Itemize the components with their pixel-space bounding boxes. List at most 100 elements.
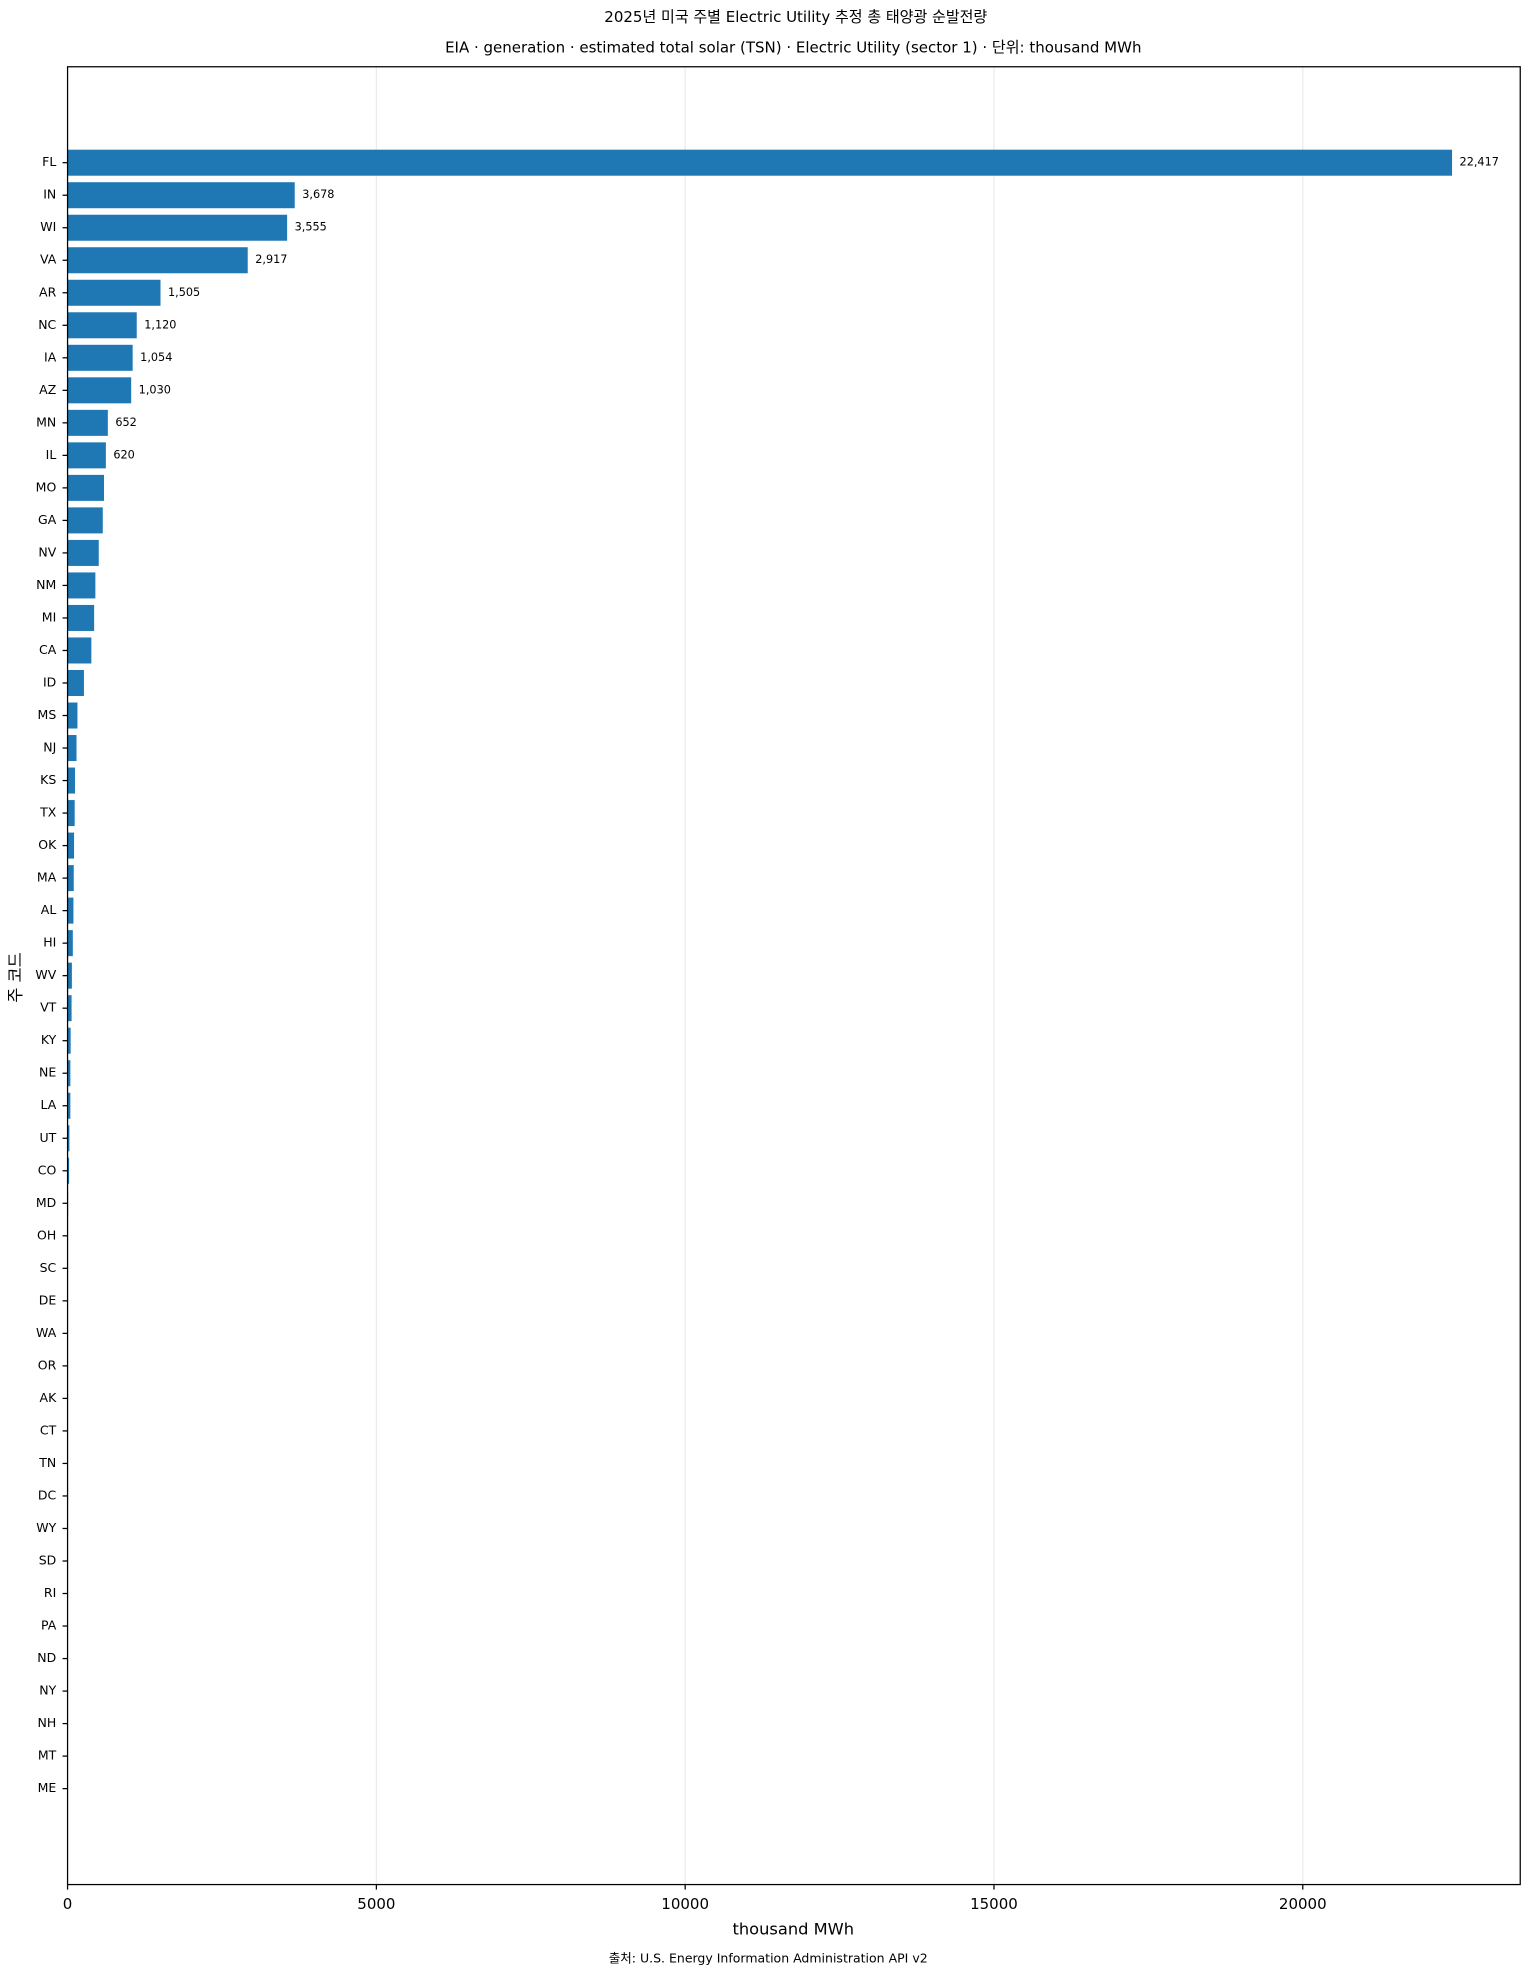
y-tick-label: MO (36, 479, 57, 494)
bar (67, 214, 288, 241)
bar (67, 702, 78, 729)
bar (67, 995, 72, 1022)
y-tick-label: PA (41, 1618, 57, 1633)
y-tick-label: ND (37, 1650, 56, 1665)
y-tick-label: NM (36, 577, 56, 592)
value-label: 22,417 (1460, 156, 1499, 169)
y-tick-label: CT (40, 1422, 57, 1437)
bar (67, 572, 96, 599)
bar (67, 962, 72, 989)
y-tick-label: VT (40, 1000, 57, 1015)
bar (67, 767, 75, 794)
bar (67, 377, 132, 404)
y-tick-label: NH (38, 1715, 57, 1730)
y-tick-label: NE (39, 1065, 56, 1080)
y-tick-label: IA (44, 349, 57, 364)
y-tick-label: HI (43, 935, 56, 950)
y-tick-label: MI (42, 609, 56, 624)
value-label: 1,120 (144, 318, 176, 331)
y-tick-label: UT (40, 1130, 57, 1145)
bar (67, 1157, 70, 1184)
bar (67, 409, 108, 436)
y-tick-label: GA (38, 512, 57, 527)
value-label: 652 (115, 416, 136, 429)
x-tick-label: 5000 (357, 1895, 395, 1913)
y-tick-label: NV (38, 544, 56, 559)
y-tick-label: SC (40, 1260, 57, 1275)
value-label: 1,505 (168, 286, 200, 299)
bar (67, 832, 75, 859)
y-tick-label: TX (39, 805, 57, 820)
y-tick-label: DC (38, 1487, 57, 1502)
bar (67, 865, 74, 892)
y-tick-label: MA (37, 870, 57, 885)
x-tick-label: 0 (63, 1895, 73, 1913)
bar (67, 604, 95, 631)
bar (67, 669, 84, 697)
y-tick-label: CO (38, 1162, 57, 1177)
y-tick-label: AR (39, 284, 57, 299)
y-tick-label: NY (39, 1683, 56, 1698)
bar (67, 507, 103, 534)
y-tick-label: IL (46, 447, 57, 462)
y-tick-label: ME (38, 1780, 57, 1795)
bar (67, 1092, 71, 1119)
y-tick-label: WV (35, 967, 56, 982)
bar (67, 312, 137, 339)
chart-subtitle: EIA · generation · estimated total solar… (445, 38, 1141, 56)
bar (67, 474, 105, 501)
chart-title: 2025년 미국 주별 Electric Utility 추정 총 태양광 순발… (604, 8, 987, 26)
bar (67, 149, 1453, 176)
y-tick-label: AL (41, 902, 57, 917)
x-axis-label: thousand MWh (732, 1919, 854, 1938)
y-tick-label: FL (42, 154, 56, 169)
y-tick-label: OR (38, 1357, 57, 1372)
y-tick-label: OK (38, 837, 57, 852)
bar (67, 344, 133, 371)
y-tick-label: MS (38, 707, 57, 722)
bar (67, 735, 77, 762)
x-tick-label: 15000 (970, 1895, 1018, 1913)
bar (67, 930, 73, 957)
y-tick-label: NJ (43, 740, 56, 755)
y-tick-label: DE (39, 1292, 57, 1307)
value-label: 3,555 (295, 221, 327, 234)
y-tick-label: AK (40, 1390, 58, 1405)
y-tick-label: MN (36, 414, 56, 429)
y-tick-label: OH (37, 1227, 56, 1242)
y-tick-label: WI (40, 219, 56, 234)
value-label: 3,678 (302, 188, 334, 201)
y-tick-label: WY (36, 1520, 56, 1535)
x-tick-label: 20000 (1279, 1895, 1327, 1913)
y-tick-label: VA (40, 252, 57, 267)
value-label: 1,054 (140, 351, 172, 364)
source-note: 출처: U.S. Energy Information Administrati… (609, 1950, 928, 1965)
y-tick-label: RI (44, 1585, 56, 1600)
bar (67, 1125, 70, 1152)
y-tick-label: KY (41, 1032, 57, 1047)
y-tick-label: CA (39, 642, 57, 657)
bar (67, 182, 295, 209)
value-label: 620 (113, 448, 134, 461)
y-tick-label: SD (39, 1552, 57, 1567)
bar (67, 1060, 71, 1087)
y-tick-label: WA (36, 1325, 57, 1340)
bar (67, 247, 248, 274)
bar (67, 279, 161, 306)
y-axis-label: 주 코드 (6, 952, 25, 1002)
bar (67, 897, 74, 924)
bar (67, 539, 99, 566)
value-label: 1,030 (139, 383, 171, 396)
y-tick-label: KS (40, 772, 56, 787)
value-label: 2,917 (255, 253, 287, 266)
y-tick-label: TN (38, 1455, 56, 1470)
y-tick-label: IN (43, 187, 56, 202)
y-tick-label: MD (36, 1195, 56, 1210)
x-tick-label: 10000 (661, 1895, 709, 1913)
y-tick-label: LA (40, 1097, 56, 1112)
y-tick-label: AZ (39, 382, 57, 397)
y-tick-label: NC (38, 317, 56, 332)
bar (67, 1027, 71, 1054)
plot-frame (66, 66, 1521, 1886)
